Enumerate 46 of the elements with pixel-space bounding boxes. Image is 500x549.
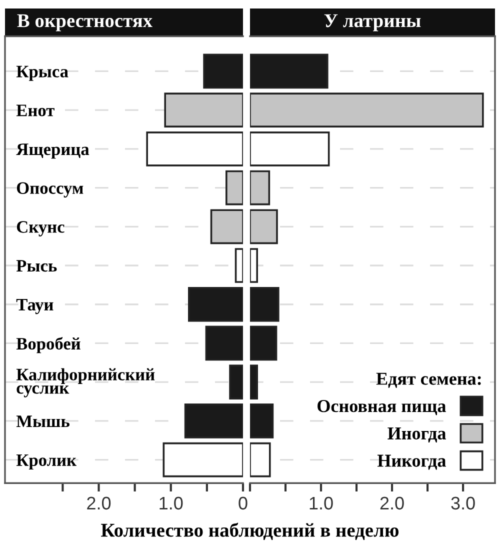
y-tick-label: Ящерица — [16, 144, 90, 159]
x-axis-title: Количество наблюдений в неделю — [101, 522, 399, 540]
legend-label: Иногда — [388, 427, 446, 442]
bar — [188, 286, 243, 322]
bar — [162, 442, 243, 478]
y-tick-label: Енот — [16, 104, 54, 116]
y-tick-label: Калифорнийский суслик — [16, 368, 155, 398]
y-tick-label: Скунс — [16, 221, 64, 236]
bar — [250, 442, 271, 478]
bar — [250, 404, 274, 438]
y-tick-label: Воробей — [16, 337, 80, 354]
bar — [250, 326, 278, 361]
bar — [210, 209, 243, 244]
x-tick-label: 3.0 — [451, 496, 475, 510]
bar — [164, 92, 243, 128]
x-tick-label: 2.0 — [87, 496, 111, 510]
bar — [226, 170, 243, 206]
bar — [234, 248, 243, 283]
x-tick-label: 0 — [238, 496, 248, 510]
y-tick-label: Опоссум — [16, 182, 84, 198]
legend-title: Едят семена: — [376, 372, 481, 388]
bar — [250, 132, 330, 166]
bar — [250, 54, 328, 89]
bar — [250, 286, 280, 322]
bar — [250, 92, 484, 128]
chart-title: В окрестностях — [17, 14, 153, 32]
x-tick-label: 1.0 — [310, 496, 333, 510]
bar — [250, 170, 270, 206]
legend-label: Никогда — [377, 454, 446, 470]
bar — [250, 248, 258, 283]
y-tick-label: Крыса — [16, 66, 68, 81]
bar — [250, 209, 278, 244]
bar — [250, 364, 258, 400]
y-tick-label: Рысь — [16, 260, 57, 272]
y-tick-label: Мышь — [16, 416, 70, 427]
y-tick-label: Кролик — [16, 454, 77, 470]
x-tick-label: 1.0 — [160, 496, 183, 510]
bar — [203, 54, 243, 89]
x-tick-label: 2.0 — [380, 496, 404, 510]
bar — [184, 404, 243, 438]
bar — [146, 132, 243, 166]
chart-title: У латрины — [324, 14, 421, 32]
bar — [229, 364, 243, 400]
legend-label: Основная пища — [318, 400, 446, 416]
y-tick-label: Тауи — [16, 298, 54, 314]
bar — [205, 326, 243, 361]
